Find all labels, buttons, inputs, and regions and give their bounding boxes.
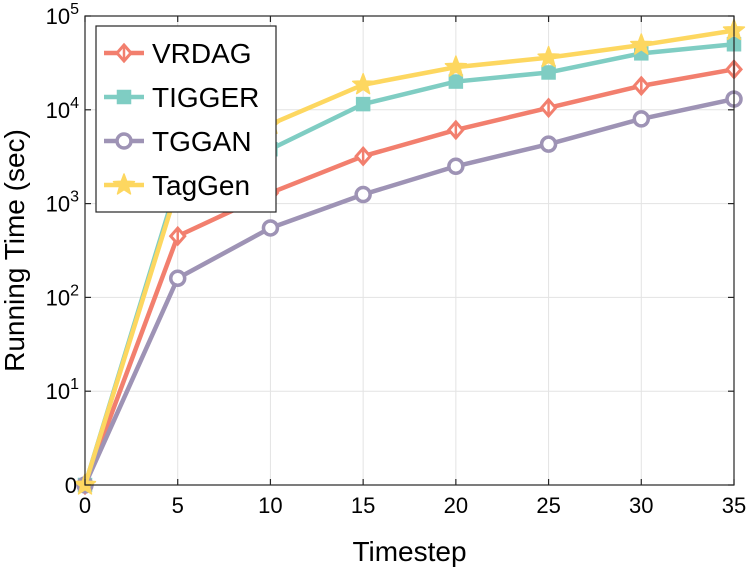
data-point-tggan: [354, 185, 372, 204]
legend-marker-tggan: [115, 132, 133, 150]
data-point-tggan: [261, 219, 280, 237]
y-tick-label: 0: [65, 473, 77, 498]
data-point-tggan: [168, 269, 187, 288]
x-tick-label: 35: [722, 493, 746, 518]
y-tick-label: 102: [46, 282, 79, 310]
data-point-taggen: [630, 33, 653, 55]
x-tick-label: 10: [258, 493, 282, 518]
legend-item-vrdag: VRDAG: [104, 38, 252, 69]
x-tick-label: 25: [536, 493, 560, 518]
legend: VRDAG TIGGER TGGAN TagGen: [95, 25, 277, 213]
series-line-tggan: [82, 96, 735, 486]
x-tick-label: 5: [172, 493, 184, 518]
x-tick-label: 20: [444, 493, 468, 518]
legend-marker-taggen: [112, 173, 136, 195]
legend-label: TIGGER: [152, 82, 259, 113]
data-point-tigger: [448, 74, 464, 89]
data-point-tigger: [355, 96, 371, 112]
series-tggan: [76, 90, 743, 494]
legend-marker-tigger: [116, 89, 132, 105]
y-tick-label: 104: [46, 95, 79, 123]
data-point-taggen: [537, 45, 560, 68]
data-point-tggan: [539, 135, 558, 153]
legend-item-tggan: TGGAN: [104, 126, 252, 157]
data-point-tggan: [632, 110, 651, 128]
legend-label: VRDAG: [152, 38, 252, 69]
x-tick-label: 0: [79, 493, 91, 518]
y-tick-label: 103: [46, 189, 79, 217]
tick-layer: 0 5 10 15 20 25 30 35 0 101 102 103 104 105: [46, 1, 747, 518]
data-point-taggen: [444, 55, 468, 77]
legend-item-tigger: TIGGER: [104, 82, 259, 113]
legend-item-taggen: TagGen: [104, 170, 250, 201]
series-line-vrdag: [82, 67, 735, 486]
x-axis-label: Timestep: [352, 536, 466, 567]
legend-label: TGGAN: [152, 126, 252, 157]
y-tick-label: 105: [46, 1, 79, 29]
legend-label: TagGen: [152, 170, 250, 201]
y-tick-label: 101: [46, 376, 79, 404]
data-point-taggen: [351, 72, 375, 95]
y-axis-label: Running Time (sec): [0, 129, 30, 372]
data-point-tggan: [447, 157, 465, 176]
data-point-tigger: [541, 65, 556, 80]
x-tick-label: 30: [629, 493, 653, 518]
x-tick-label: 15: [351, 493, 375, 518]
plot-frame: [84, 15, 735, 486]
